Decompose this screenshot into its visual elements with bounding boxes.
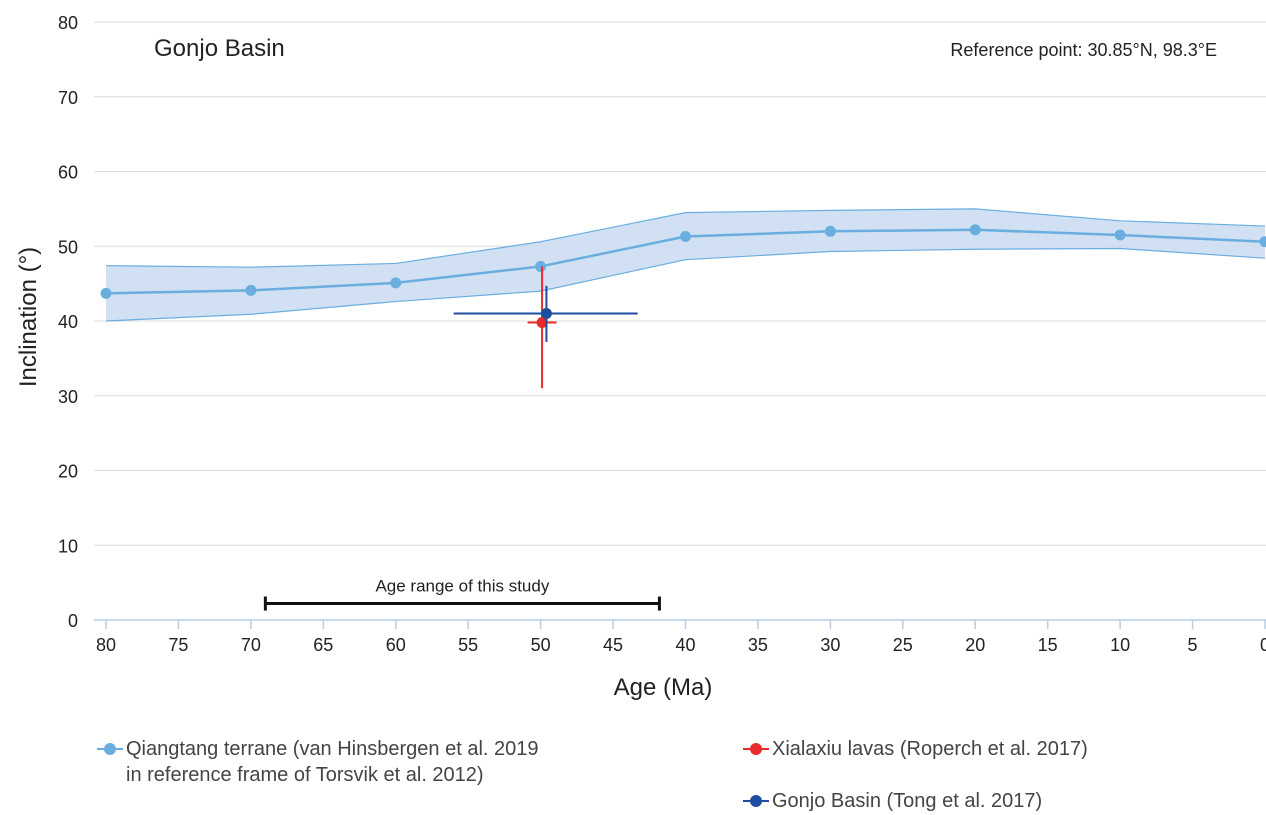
legend-label-qiangtang-line1: Qiangtang terrane (van Hinsbergen et al.… <box>126 738 539 760</box>
x-tick-label: 5 <box>1188 635 1198 655</box>
legend-item-gonjo[interactable]: Gonjo Basin (Tong et al. 2017) <box>742 788 1242 814</box>
chart-title: Gonjo Basin <box>154 35 285 62</box>
band-area <box>106 208 1265 321</box>
x-tick-label: 40 <box>675 635 695 655</box>
qiangtang-point <box>100 287 112 299</box>
x-tick-label: 50 <box>531 635 551 655</box>
y-tick-label: 20 <box>58 462 78 482</box>
y-tick-label: 80 <box>58 13 78 33</box>
qiangtang-point <box>969 224 981 236</box>
series-layer <box>100 224 1266 389</box>
y-tick-label: 60 <box>58 163 78 183</box>
y-tick-label: 10 <box>58 536 78 556</box>
x-tick-label: 45 <box>603 635 623 655</box>
x-tick-label: 10 <box>1110 635 1130 655</box>
legend-item-xialaxiu[interactable]: Xialaxiu lavas (Roperch et al. 2017) <box>742 736 1242 762</box>
confidence-band <box>105 208 1266 322</box>
xialaxiu-point <box>536 316 548 328</box>
band-upper-line <box>105 208 1266 268</box>
x-tick-label: 75 <box>168 635 188 655</box>
chart-subtitle: Reference point: 30.85°N, 98.3°E <box>950 40 1217 60</box>
age-range-label: Age range of this study <box>375 577 549 596</box>
y-tick-label: 40 <box>58 312 78 332</box>
legend-swatch-qiangtang <box>96 736 126 762</box>
qiangtang-point <box>390 277 402 289</box>
y-axis-label: Inclination (°) <box>15 247 42 387</box>
legend-label-qiangtang-line2: in reference frame of Torsvik et al. 201… <box>126 764 484 786</box>
legend-swatch-xialaxiu <box>742 736 772 762</box>
x-axis-label: Age (Ma) <box>614 674 713 701</box>
band-lower-line <box>105 247 1266 322</box>
x-tick-label: 55 <box>458 635 478 655</box>
y-tick-label: 70 <box>58 88 78 108</box>
legend-item-qiangtang[interactable]: Qiangtang terrane (van Hinsbergen et al.… <box>96 736 716 788</box>
x-tick-label: 70 <box>241 635 261 655</box>
x-tick-label: 0 <box>1260 635 1266 655</box>
x-tick-label: 35 <box>748 635 768 655</box>
qiangtang-point <box>1114 229 1126 241</box>
qiangtang-point <box>824 225 836 237</box>
x-tick-label: 20 <box>965 635 985 655</box>
x-tick-label: 25 <box>893 635 913 655</box>
qiangtang-point <box>1259 236 1266 248</box>
qiangtang-point <box>680 231 691 243</box>
x-tick-label: 80 <box>96 635 116 655</box>
qiangtang-point <box>535 260 547 272</box>
x-tick-label: 65 <box>313 635 333 655</box>
x-tick-label: 30 <box>820 635 840 655</box>
x-tick-label: 15 <box>1038 635 1058 655</box>
legend-swatch-gonjo <box>742 788 772 814</box>
annotations: Age range of this study <box>263 577 661 611</box>
y-tick-label: 30 <box>58 387 78 407</box>
legend-label-gonjo: Gonjo Basin (Tong et al. 2017) <box>772 790 1043 812</box>
y-tick-label: 50 <box>58 237 78 257</box>
x-tick-label: 60 <box>386 635 406 655</box>
legend-label-xialaxiu: Xialaxiu lavas (Roperch et al. 2017) <box>772 738 1088 760</box>
qiangtang-point <box>245 284 257 296</box>
y-tick-label: 0 <box>68 611 78 631</box>
gonjo-point <box>540 308 552 320</box>
